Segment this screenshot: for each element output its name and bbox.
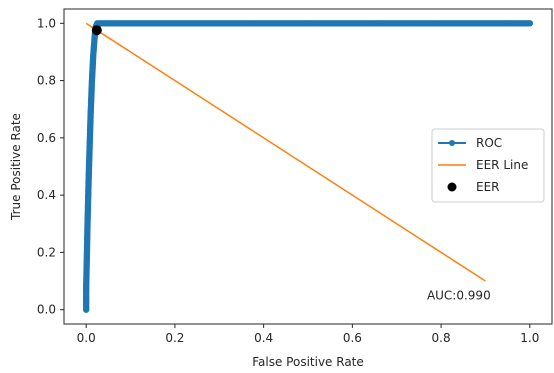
eer-point (91, 25, 102, 36)
x-tick-label: 0.6 (343, 331, 362, 345)
y-tick-label: 0.8 (37, 74, 56, 88)
y-axis-label: True Positive Rate (9, 113, 23, 221)
y-tick-label: 0.6 (37, 131, 56, 145)
x-tick-label: 0.4 (254, 331, 273, 345)
legend-box (431, 128, 545, 203)
legend: ROC EER Line EER (431, 128, 545, 203)
x-tick-label: 0.8 (432, 331, 451, 345)
axes-frame (63, 8, 553, 325)
y-tick-label: 0.2 (37, 245, 56, 259)
plot-area (82, 20, 534, 313)
y-tick-label: 0.4 (37, 188, 56, 202)
legend-eer-swatch (447, 182, 457, 192)
auc-annotation: AUC:0.990 (427, 288, 491, 302)
x-axis-label: False Positive Rate (252, 355, 364, 369)
roc-point (526, 20, 534, 27)
x-tick-label: 1.0 (520, 331, 539, 345)
legend-label: EER (476, 180, 500, 194)
legend-label: ROC (476, 136, 502, 150)
x-tick-label: 0.2 (165, 331, 184, 345)
eer-line (85, 22, 486, 282)
legend-items: ROC EER Line EER (438, 136, 528, 194)
legend-roc-marker (449, 140, 455, 146)
x-tick-label: 0.0 (77, 331, 96, 345)
y-tick-label: 1.0 (37, 16, 56, 30)
ticks: 0.0 0.2 0.4 0.6 0.8 1.0 0.0 0.2 0.4 0.6 0.8 1.0 (37, 16, 539, 345)
y-tick-label: 0.0 (37, 303, 56, 317)
legend-label: EER Line (476, 158, 528, 172)
